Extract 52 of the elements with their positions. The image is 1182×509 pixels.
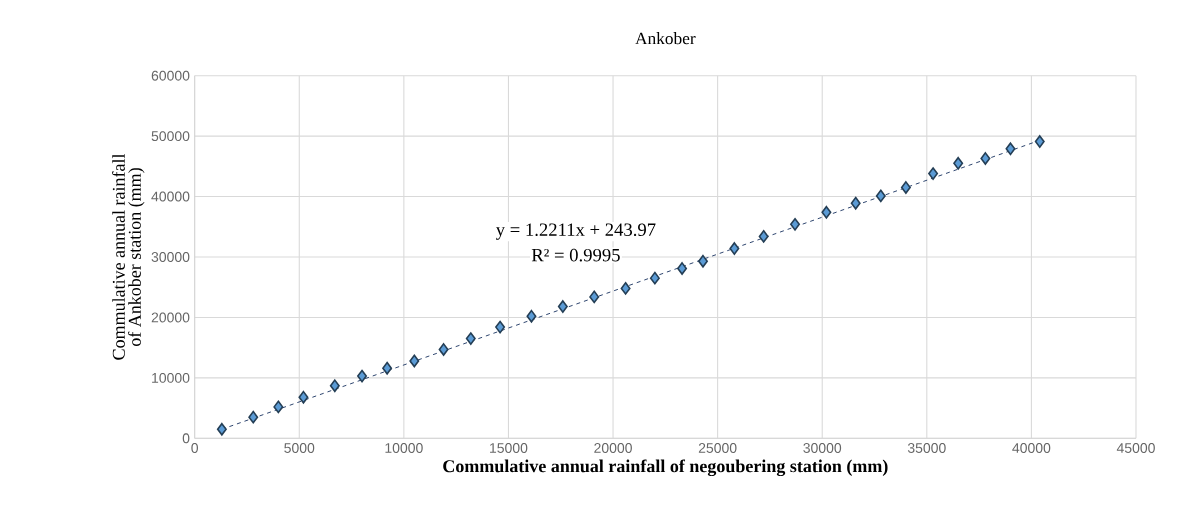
- point: [821, 205, 832, 219]
- annotation: y = 1.2211x + 243.97: [495, 223, 656, 240]
- x-tick-label: 45000: [1116, 443, 1155, 453]
- y-tick-label: 60000: [151, 70, 190, 81]
- point: [329, 379, 340, 393]
- y-tick-label: 10000: [152, 372, 190, 383]
- point: [248, 410, 259, 424]
- x-tick-label: 5000: [284, 443, 315, 453]
- point: [526, 309, 537, 323]
- point: [875, 189, 886, 203]
- point: [758, 230, 769, 243]
- point: [953, 156, 964, 170]
- x-tick-label: 10000: [385, 443, 423, 453]
- point: [589, 290, 600, 304]
- point: [649, 271, 660, 285]
- point: [382, 361, 393, 375]
- y-tick-label: 50000: [151, 131, 190, 142]
- point: [980, 152, 991, 165]
- point: [1005, 142, 1016, 156]
- x-axis-title: Commulative annual rainfall of negoubering station (mm): [443, 459, 888, 477]
- x-tick-label: 40000: [1012, 443, 1051, 453]
- point: [438, 343, 449, 356]
- point: [928, 167, 939, 180]
- point: [409, 354, 420, 368]
- y-tick-label: 40000: [151, 191, 190, 202]
- y-tick-label: 20000: [151, 312, 190, 323]
- point: [273, 400, 284, 414]
- point: [495, 320, 506, 334]
- annotation: R² = 0.9995: [531, 248, 620, 262]
- x-tick-label: 30000: [803, 443, 842, 453]
- y-axis-title: Commulative annual rainfall of Ankober station (mm): [112, 153, 145, 360]
- point: [465, 332, 476, 345]
- point: [850, 196, 861, 210]
- point: [357, 369, 368, 383]
- chart-title: Ankober: [635, 32, 696, 45]
- point: [557, 300, 568, 313]
- point: [1034, 135, 1045, 148]
- point: [729, 242, 740, 255]
- x-tick-label: 25000: [698, 443, 737, 453]
- point: [677, 262, 688, 275]
- y-tick-label: 0: [182, 433, 190, 444]
- point: [697, 254, 708, 268]
- y-tick-label: 30000: [151, 252, 190, 262]
- x-tick-label: 0: [191, 443, 199, 453]
- x-tick-label: 15000: [490, 443, 528, 453]
- x-tick-label: 35000: [907, 443, 946, 453]
- x-tick-label: 20000: [594, 443, 632, 453]
- point: [620, 282, 631, 295]
- point: [790, 217, 801, 231]
- point: [298, 390, 309, 404]
- point: [216, 422, 227, 436]
- point: [900, 181, 911, 194]
